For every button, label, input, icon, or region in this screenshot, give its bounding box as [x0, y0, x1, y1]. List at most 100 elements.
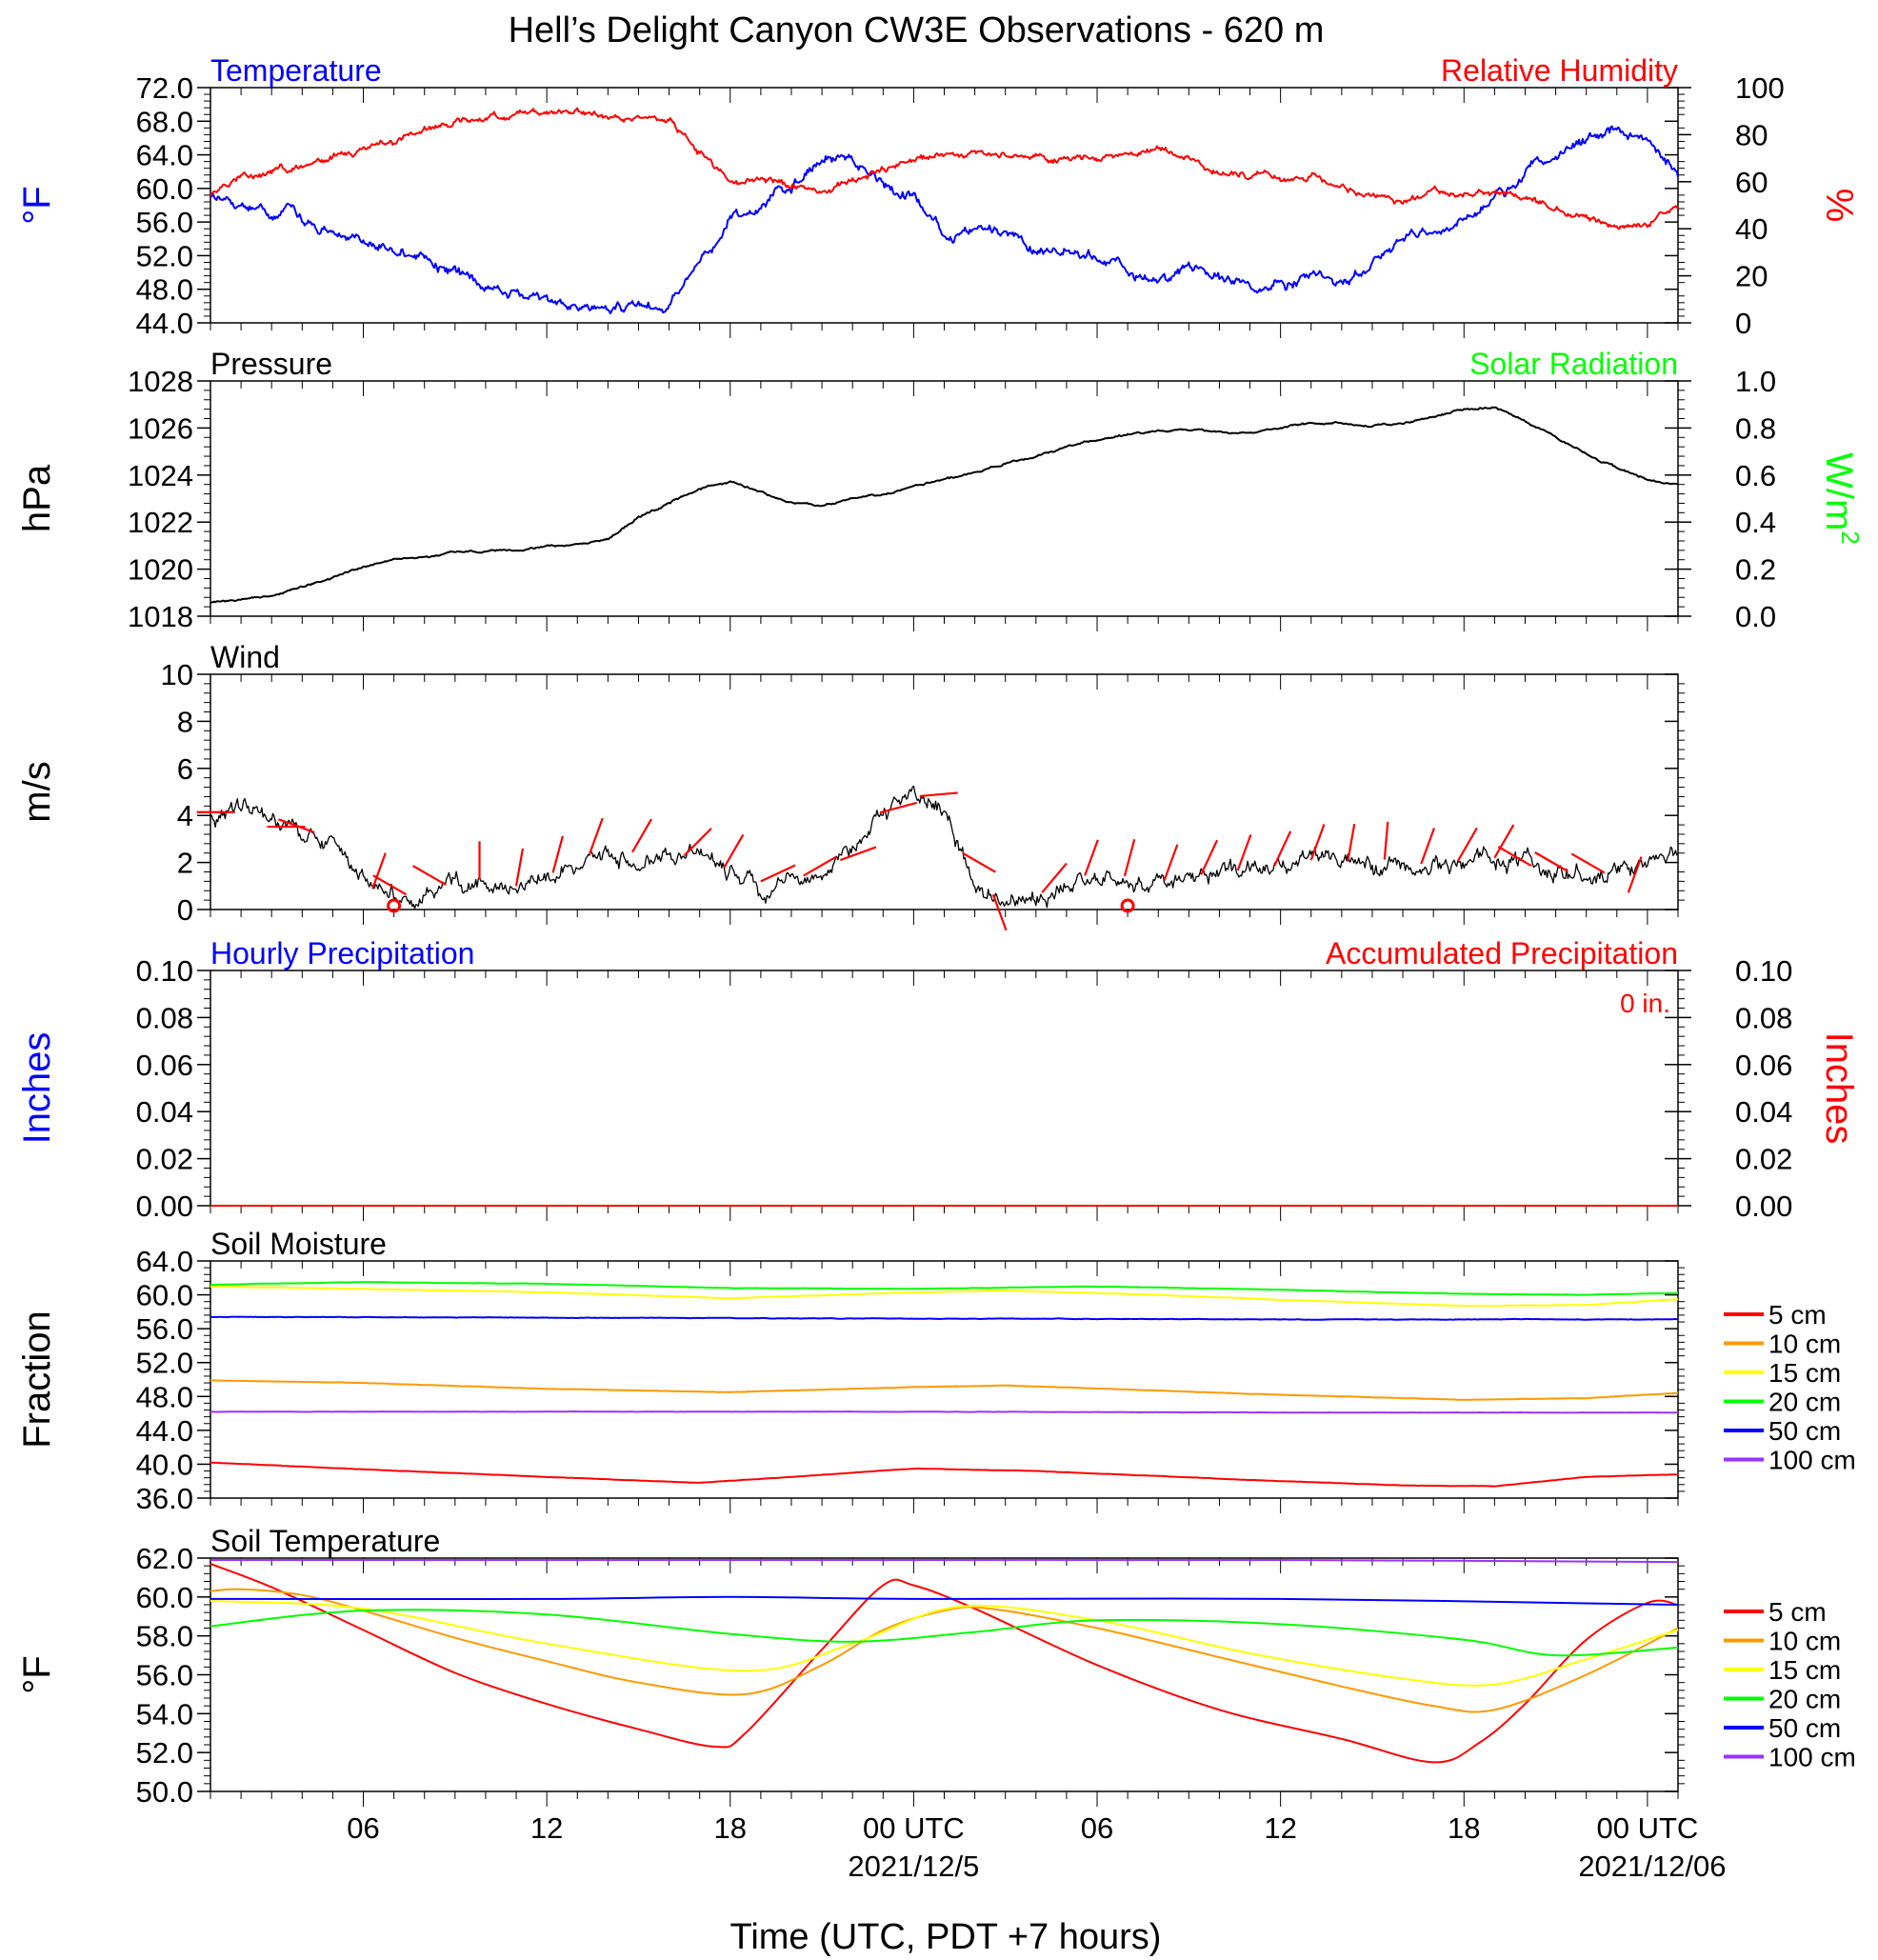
series-line-10-cm: [210, 1588, 1679, 1713]
y-right-tick-label: 20: [1735, 260, 1768, 293]
y-tick-label: 48.0: [136, 1380, 193, 1413]
series-line-5-cm: [210, 1563, 1679, 1764]
wind-barb: [412, 865, 447, 887]
legend-label: 100 cm: [1768, 1743, 1856, 1772]
y-right-tick-label: 0.06: [1735, 1049, 1792, 1082]
wind-barb: [879, 801, 918, 814]
series-line-100-cm: [210, 1410, 1679, 1414]
legend-label: 5 cm: [1768, 1300, 1827, 1330]
y-axis-label-left: °F: [16, 1655, 58, 1693]
y-tick-label: 40.0: [136, 1448, 193, 1481]
y-right-tick-label: 80: [1735, 118, 1768, 151]
wind-barb: [278, 818, 315, 834]
series-line-10-cm: [210, 1379, 1679, 1401]
x-tick-label: 00 UTC: [863, 1811, 965, 1845]
x-tick-label: 06: [1081, 1811, 1113, 1845]
series-line-15-cm: [210, 1285, 1679, 1308]
y-tick-label: 64.0: [136, 139, 193, 172]
y-tick-label: 56.0: [136, 1659, 193, 1692]
y-tick-label: 52.0: [136, 239, 193, 272]
wind-barb: [723, 833, 745, 869]
panel-wind: 10 8 6 4 2 0 Wind m/s: [16, 640, 1685, 931]
y-tick-label: 0: [177, 893, 193, 927]
plot-frame: [210, 380, 1679, 617]
panel-pressure: 1028 1026 1024 1022 1020 1018 1.0 0.8 0.6 0.4 0.2 0…: [16, 347, 1865, 633]
panel-title-right: Solar Radiation: [1469, 347, 1678, 381]
wind-barb: [683, 828, 712, 856]
y-tick-label: 72.0: [136, 71, 193, 105]
panel-title-left: Temperature: [210, 53, 382, 88]
y-tick-label: 6: [177, 752, 193, 786]
series-line-20-cm: [210, 1281, 1679, 1296]
series-line-relative-humidity: [210, 107, 1679, 230]
y-tick-label: 1018: [128, 600, 193, 633]
y-right-tick-label: 0.0: [1735, 600, 1776, 633]
wind-barb: [372, 874, 408, 896]
panel-temp_rh: 72.068.064.060.056.052.048.044.0 100 80 60 4…: [16, 53, 1860, 340]
legend-label: 5 cm: [1768, 1597, 1827, 1627]
wind-barb: [1200, 839, 1219, 875]
series-line-temperature: [210, 125, 1679, 314]
y-tick-label: 60.0: [136, 172, 193, 206]
panel-title-right: Relative Humidity: [1441, 53, 1678, 88]
y-axis-label-left: m/s: [16, 761, 58, 822]
y-axis-label-superscript: 2: [1836, 530, 1865, 544]
wind-barb: [760, 864, 796, 883]
y-tick-label: 1024: [128, 459, 193, 492]
y-axis-label-right: %: [1818, 189, 1860, 223]
x-tick-label: 00 UTC: [1596, 1811, 1698, 1845]
y-axis-label-left: hPa: [16, 464, 58, 532]
y-right-tick-label: 0.02: [1735, 1143, 1792, 1176]
y-tick-label: 0.02: [136, 1143, 193, 1176]
y-right-tick-label: 0.04: [1735, 1095, 1792, 1129]
x-tick-label: 12: [530, 1811, 563, 1845]
y-tick-label: 0.00: [136, 1190, 193, 1223]
y-axis-label-right: W/m2: [1818, 452, 1865, 545]
y-axis-label-left: Fraction: [16, 1310, 58, 1449]
y-right-tick-label: 0.10: [1735, 954, 1792, 988]
y-right-tick-label: 0.00: [1735, 1190, 1792, 1223]
figure-title: Hell’s Delight Canyon CW3E Observations …: [509, 10, 1325, 50]
y-axis-label-left: Inches: [16, 1032, 58, 1145]
panel-group: 72.068.064.060.056.052.048.044.010080604…: [16, 53, 1865, 1809]
plot-frame: [210, 87, 1679, 324]
panel-soil_moisture: 64.060.056.052.048.044.040.036.0 Soil Moi…: [16, 1227, 1856, 1515]
y-tick-label: 56.0: [136, 206, 193, 239]
y-tick-label: 62.0: [136, 1542, 193, 1575]
y-right-tick-label: 60: [1735, 166, 1768, 199]
panel-title-left: Pressure: [210, 347, 332, 381]
date-label: 2021/12/06: [1578, 1850, 1726, 1883]
wind-barb: [1456, 827, 1478, 862]
legend-label: 50 cm: [1768, 1713, 1841, 1743]
y-axis-label-left: °F: [16, 186, 58, 224]
legend-label: 15 cm: [1768, 1358, 1841, 1388]
panel-soil_temperature: 62.0 60.0 58.0 56.0 54.0 52.0 50.0 Soil Tempera…: [16, 1524, 1856, 1809]
x-tick-label: 12: [1264, 1811, 1296, 1845]
y-tick-label: 58.0: [136, 1620, 193, 1653]
wind-barb: [1236, 834, 1252, 871]
y-tick-label: 4: [177, 799, 193, 832]
y-right-tick-label: 0: [1735, 307, 1751, 340]
wind-barb: [1627, 856, 1643, 893]
wind-barb: [919, 791, 958, 798]
wind-barb: [1309, 824, 1326, 861]
wind-barb: [1534, 851, 1568, 872]
y-right-tick-label: 1.0: [1735, 365, 1776, 398]
wind-barb: [1084, 839, 1099, 876]
y-right-tick-label: 0.8: [1735, 411, 1776, 445]
y-right-tick-label: 100: [1735, 71, 1785, 105]
legend-label: 15 cm: [1768, 1655, 1841, 1685]
calm-wind-marker: [1120, 898, 1135, 913]
y-right-tick-label: 40: [1735, 212, 1768, 246]
y-tick-label: 0.06: [136, 1049, 193, 1082]
plot-frame: [210, 673, 1679, 910]
wind-barb: [514, 848, 525, 887]
wind-barb: [371, 852, 387, 890]
wind-barb: [589, 817, 604, 855]
wind-barb: [1041, 862, 1068, 893]
date-label: 2021/12/5: [848, 1850, 979, 1883]
series-line-50-cm: [210, 1595, 1679, 1606]
wind-barb: [1420, 828, 1436, 865]
series-line-50-cm: [210, 1315, 1679, 1321]
